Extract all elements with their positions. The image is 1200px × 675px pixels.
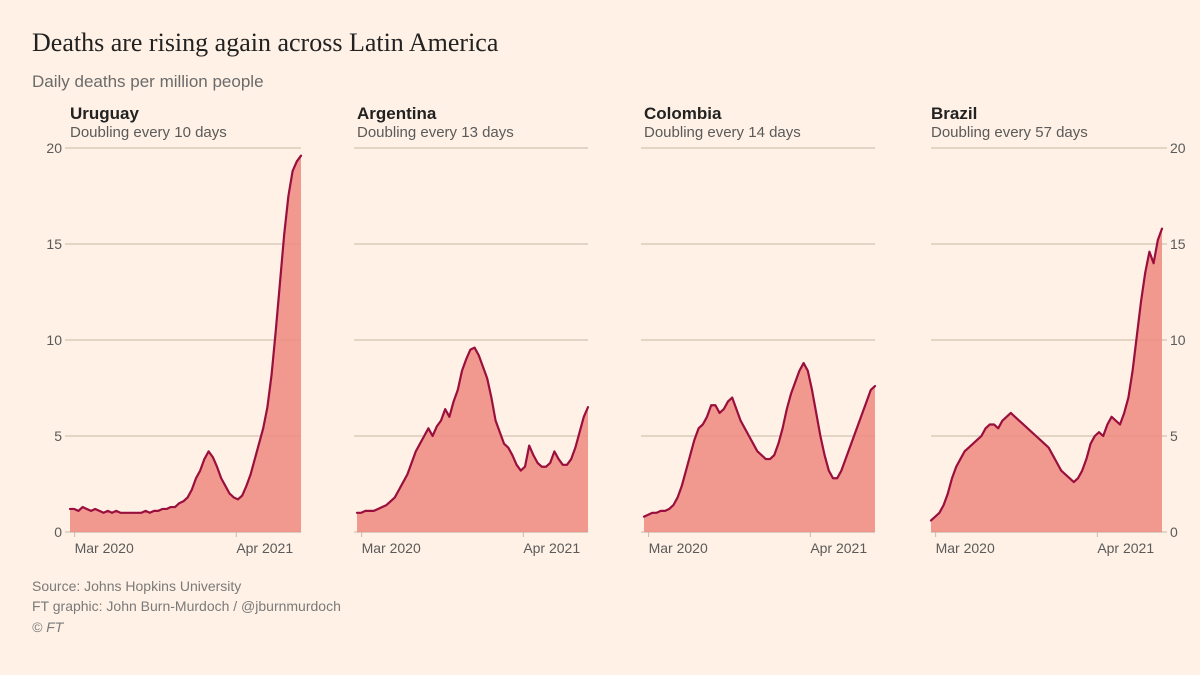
panel-title: Uruguay xyxy=(70,104,307,124)
x-tick-label: Mar 2020 xyxy=(75,540,134,556)
panel-title: Colombia xyxy=(644,104,881,124)
plot-area: 05101520Mar 2020Apr 2021 xyxy=(893,144,1168,558)
x-tick-label: Apr 2021 xyxy=(236,540,293,556)
x-axis-labels: Mar 2020 Apr 2021 xyxy=(893,534,1168,558)
plot-area: 05101520Mar 2020Apr 2021 xyxy=(32,144,307,558)
x-tick-label: Mar 2020 xyxy=(936,540,995,556)
panel-subtitle: Doubling every 10 days xyxy=(70,124,307,141)
y-tick-label: 20 xyxy=(1170,141,1186,155)
footer-credit: FT graphic: John Burn-Murdoch / @jburnmu… xyxy=(32,596,1168,616)
x-tick-label: Apr 2021 xyxy=(1097,540,1154,556)
panel-subtitle: Doubling every 57 days xyxy=(931,124,1168,141)
x-tick-label: Mar 2020 xyxy=(649,540,708,556)
x-axis-labels: Mar 2020 Apr 2021 xyxy=(319,534,594,558)
chart-panel-brazil: BrazilDoubling every 57 days05101520Mar … xyxy=(893,98,1168,558)
chart-panel-argentina: ArgentinaDoubling every 13 days Mar 2020 A… xyxy=(319,98,594,558)
panel-title: Brazil xyxy=(931,104,1168,124)
x-tick-label: Apr 2021 xyxy=(523,540,580,556)
x-axis-labels: Mar 2020 Apr 2021 xyxy=(32,534,307,558)
chart-subtitle: Daily deaths per million people xyxy=(32,72,1168,92)
charts-row: UruguayDoubling every 10 days05101520Mar… xyxy=(32,98,1168,558)
panel-subtitle: Doubling every 13 days xyxy=(357,124,594,141)
plot-area: Mar 2020 Apr 2021 xyxy=(319,144,594,558)
chart-footer: Source: Johns Hopkins University FT grap… xyxy=(32,576,1168,637)
y-tick-label: 5 xyxy=(1170,429,1178,443)
panel-title: Argentina xyxy=(357,104,594,124)
y-tick-label: 0 xyxy=(1170,525,1178,539)
y-tick-label: 15 xyxy=(1170,237,1186,251)
y-tick-label: 10 xyxy=(1170,333,1186,347)
chart-panel-colombia: ColombiaDoubling every 14 days Mar 2020 Ap… xyxy=(606,98,881,558)
footer-source: Source: Johns Hopkins University xyxy=(32,576,1168,596)
chart-panel-uruguay: UruguayDoubling every 10 days05101520Mar… xyxy=(32,98,307,558)
plot-area: Mar 2020 Apr 2021 xyxy=(606,144,881,558)
footer-copyright: © FT xyxy=(32,617,1168,637)
y-axis-labels: 0 5 10 15 20 xyxy=(1170,144,1198,558)
chart-title: Deaths are rising again across Latin Ame… xyxy=(32,28,1168,58)
x-tick-label: Mar 2020 xyxy=(362,540,421,556)
panel-subtitle: Doubling every 14 days xyxy=(644,124,881,141)
x-tick-label: Apr 2021 xyxy=(810,540,867,556)
x-axis-labels: Mar 2020 Apr 2021 xyxy=(606,534,881,558)
